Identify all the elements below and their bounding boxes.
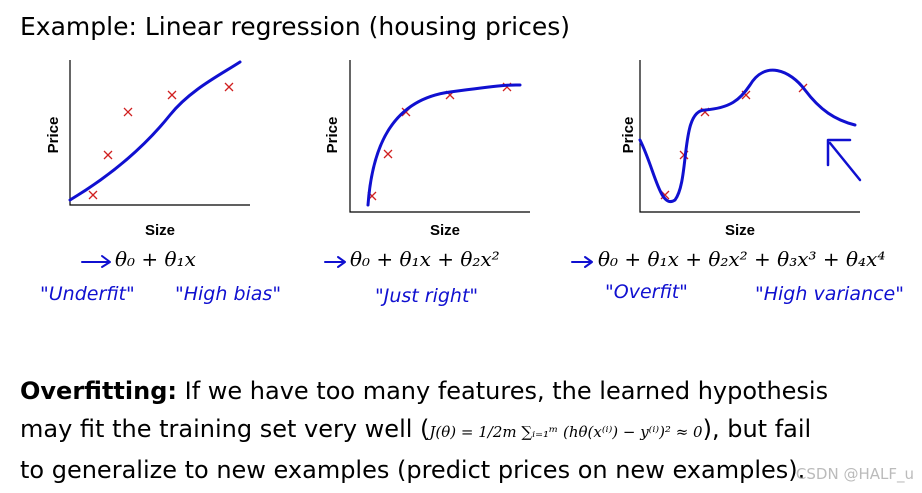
text-line: Overfitting: If we have too many feature… xyxy=(20,372,920,410)
points xyxy=(367,82,512,201)
fit-curve xyxy=(638,68,857,204)
x-label: Size xyxy=(145,222,175,239)
text: If we have too many features, the learne… xyxy=(176,377,829,405)
text: may fit the training set very well ( xyxy=(20,415,430,443)
note: "Overfit" xyxy=(605,281,688,303)
text: ), but fail xyxy=(702,415,812,443)
formula: θ₀ + θ₁x + θ₂x² + θ₃x³ + θ₄x⁴ xyxy=(598,247,885,271)
axes xyxy=(639,60,860,213)
y-label: Price xyxy=(620,117,637,154)
note: "Just right" xyxy=(375,285,478,307)
text-line: to generalize to new examples (predict p… xyxy=(20,451,920,489)
y-label: Price xyxy=(45,117,62,154)
note: "High bias" xyxy=(175,283,281,305)
axes xyxy=(349,60,530,213)
note: "Underfit" xyxy=(40,283,135,305)
x-label: Size xyxy=(725,222,755,239)
watermark: CSDN @HALF_u xyxy=(795,465,914,483)
plots: Price Size θ₀ + θ₁x "Underfit" "High bia… xyxy=(40,60,904,307)
text: to generalize to new examples (predict p… xyxy=(20,456,806,484)
formula: θ₀ + θ₁x + θ₂x² xyxy=(350,247,500,271)
arrow xyxy=(826,138,862,182)
axes xyxy=(69,60,250,206)
arrow xyxy=(324,256,346,268)
arrow xyxy=(571,256,593,268)
note: "High variance" xyxy=(755,283,904,305)
points xyxy=(88,82,234,200)
lead: Overfitting: xyxy=(20,377,177,405)
y-label: Price xyxy=(324,117,341,154)
fit-curve xyxy=(68,60,242,202)
text-line: may fit the training set very well (J(θ)… xyxy=(20,410,920,451)
slide-title: Example: Linear regression (housing pric… xyxy=(20,12,571,41)
formula: θ₀ + θ₁x xyxy=(115,247,196,271)
fit-curve xyxy=(366,83,522,207)
formula: J(θ) = 1/2m ∑ᵢ₌₁ᵐ (hθ(x⁽ⁱ⁾) − y⁽ⁱ⁾)² ≈ 0 xyxy=(429,423,703,441)
arrow xyxy=(81,255,111,268)
paragraph: Overfitting: If we have too many feature… xyxy=(20,372,920,489)
x-label: Size xyxy=(430,222,460,239)
